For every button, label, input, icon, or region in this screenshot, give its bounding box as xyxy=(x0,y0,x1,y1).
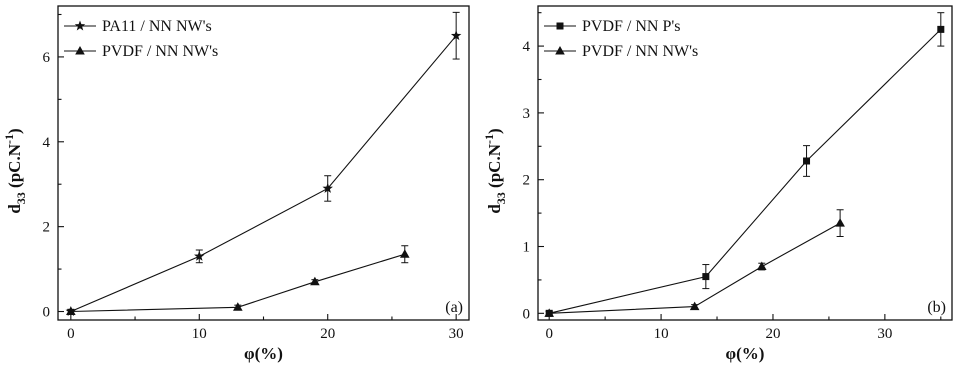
y-axis-title-unit: (pC.N xyxy=(5,143,24,192)
data-point xyxy=(194,250,205,261)
data-point xyxy=(803,157,811,165)
panel-b: 0 10 20 30 0 1 2 3 4 φ(%) d33 (pC.N-1) PVDF / NN P'… xyxy=(482,5,953,363)
series-1 xyxy=(66,245,410,316)
legend-marker xyxy=(75,46,85,55)
y-axis-title-close: ) xyxy=(5,128,24,134)
y-tick-label: 4 xyxy=(43,135,51,151)
x-tick-label: 30 xyxy=(877,326,892,342)
legend-marker xyxy=(555,46,565,55)
data-point xyxy=(66,306,76,316)
data-point xyxy=(756,261,767,271)
legend: PVDF / NN P's PVDF / NN NW's xyxy=(544,18,698,60)
legend-label: PA11 / NN NW's xyxy=(102,18,212,35)
y-axis-title-sup: -1 xyxy=(482,134,496,144)
y-tick-label: 6 xyxy=(43,50,51,66)
x-tick-label: 30 xyxy=(449,326,464,342)
y-axis-title: d33 (pC.N-1) xyxy=(482,128,508,213)
x-tick-label: 0 xyxy=(545,326,553,342)
legend: PA11 / NN NW's PVDF / NN NW's xyxy=(64,18,218,60)
data-point xyxy=(689,301,700,311)
y-tick-label: 0 xyxy=(43,305,51,321)
data-point xyxy=(450,30,462,41)
data-point xyxy=(233,302,243,311)
series-1 xyxy=(544,209,845,317)
y-tick-label: 1 xyxy=(523,240,531,256)
x-tick-label: 10 xyxy=(192,326,207,342)
y-axis-title-close: ) xyxy=(485,128,504,134)
data-point xyxy=(835,218,845,227)
data-point xyxy=(544,308,554,317)
y-axis-title-unit: (pC.N xyxy=(485,143,504,192)
legend-marker xyxy=(74,20,86,31)
series-line xyxy=(549,29,942,314)
series-line xyxy=(549,222,841,314)
y-axis-title: d33 (pC.N-1) xyxy=(2,128,28,213)
y-axis-title-base: d xyxy=(485,204,504,214)
y-axis-title-sup: -1 xyxy=(2,134,16,144)
data-point xyxy=(322,182,333,193)
data-point xyxy=(702,273,710,281)
legend-label: PVDF / NN P's xyxy=(582,18,680,35)
y-tick-label: 2 xyxy=(523,173,531,189)
data-point xyxy=(937,25,945,33)
y-axis-title-sub: 33 xyxy=(494,192,508,204)
panel-label: (b) xyxy=(927,299,946,316)
series-0 xyxy=(65,11,462,316)
y-tick-label: 4 xyxy=(523,39,531,55)
legend-label: PVDF / NN NW's xyxy=(582,43,698,60)
legend-marker xyxy=(556,22,564,30)
panel-label: (a) xyxy=(445,299,463,316)
data-point xyxy=(310,276,320,286)
plot-frame xyxy=(537,5,953,321)
x-axis-title: φ(%) xyxy=(726,344,765,363)
series-line xyxy=(70,253,405,313)
x-tick-label: 20 xyxy=(765,326,780,342)
y-tick-label: 3 xyxy=(523,106,531,122)
data-point xyxy=(399,249,410,258)
y-tick-label: 2 xyxy=(43,220,51,236)
y-tick-label: 0 xyxy=(523,306,531,322)
x-tick-label: 10 xyxy=(654,326,669,342)
y-axis-title-sub: 33 xyxy=(14,192,28,204)
y-axis-title-base: d xyxy=(5,204,24,214)
series-line xyxy=(70,35,457,313)
panel-a: 0 10 20 30 0 2 4 6 φ(%) d33 (pC.N-1) PA11 / NN NW'… xyxy=(2,5,470,363)
x-tick-label: 20 xyxy=(320,326,335,342)
x-axis-title: φ(%) xyxy=(244,344,283,363)
x-tick-label: 0 xyxy=(67,326,75,342)
legend-label: PVDF / NN NW's xyxy=(102,43,218,60)
